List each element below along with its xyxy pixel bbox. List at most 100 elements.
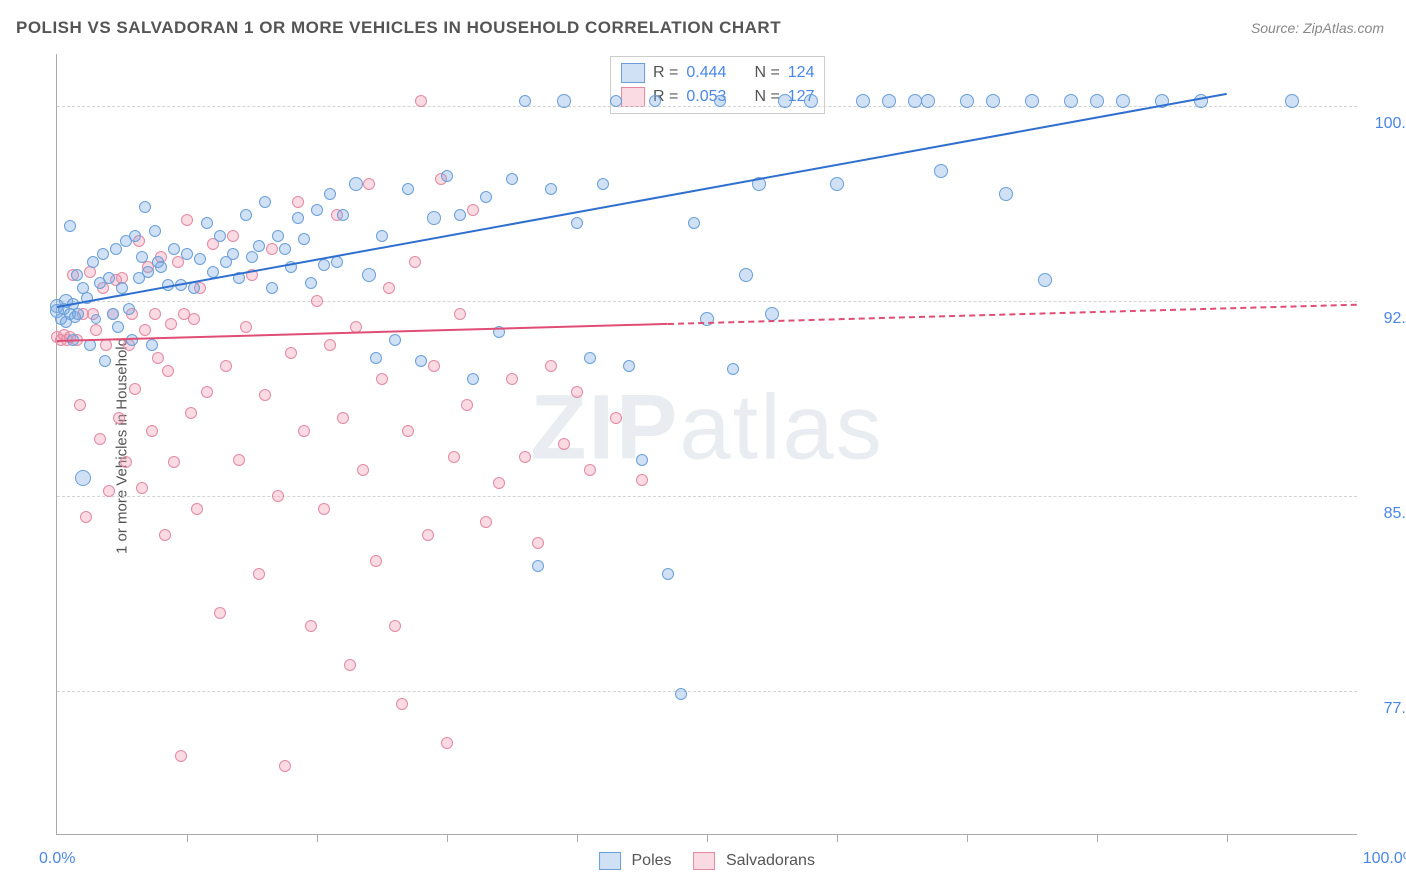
scatter-point bbox=[344, 659, 356, 671]
scatter-point bbox=[402, 425, 414, 437]
scatter-point bbox=[558, 438, 570, 450]
legend-n-label: N = bbox=[754, 64, 779, 82]
scatter-point bbox=[311, 204, 323, 216]
gridline bbox=[57, 691, 1357, 692]
legend-row-poles: R = 0.444 N = 124 bbox=[621, 61, 814, 85]
scatter-point bbox=[461, 399, 473, 411]
scatter-point bbox=[272, 230, 284, 242]
scatter-point bbox=[428, 360, 440, 372]
scatter-point bbox=[292, 212, 304, 224]
scatter-point bbox=[123, 303, 135, 315]
scatter-point bbox=[149, 308, 161, 320]
watermark-bold: ZIP bbox=[530, 377, 679, 479]
scatter-point bbox=[113, 412, 125, 424]
scatter-point bbox=[415, 355, 427, 367]
scatter-point bbox=[389, 620, 401, 632]
scatter-point bbox=[175, 750, 187, 762]
scatter-point bbox=[227, 230, 239, 242]
legend-n-value-poles: 124 bbox=[788, 64, 815, 82]
legend-swatch-poles bbox=[599, 852, 621, 870]
scatter-point bbox=[649, 95, 661, 107]
scatter-point bbox=[376, 373, 388, 385]
x-axis-min-label: 0.0% bbox=[39, 850, 75, 868]
legend-label-salvadorans: Salvadorans bbox=[726, 852, 815, 869]
scatter-point bbox=[64, 220, 76, 232]
scatter-point bbox=[305, 620, 317, 632]
scatter-point bbox=[324, 339, 336, 351]
chart-title: POLISH VS SALVADORAN 1 OR MORE VEHICLES … bbox=[16, 18, 781, 38]
scatter-point bbox=[240, 209, 252, 221]
scatter-point bbox=[519, 451, 531, 463]
scatter-point bbox=[376, 230, 388, 242]
gridline bbox=[57, 301, 1357, 302]
x-tick bbox=[577, 834, 578, 842]
scatter-point bbox=[337, 412, 349, 424]
scatter-point bbox=[99, 355, 111, 367]
scatter-point bbox=[227, 248, 239, 260]
scatter-point bbox=[519, 95, 531, 107]
scatter-point bbox=[506, 373, 518, 385]
scatter-point bbox=[636, 474, 648, 486]
scatter-point bbox=[571, 386, 583, 398]
scatter-point bbox=[415, 95, 427, 107]
scatter-point bbox=[74, 399, 86, 411]
scatter-point bbox=[253, 240, 265, 252]
scatter-point bbox=[116, 282, 128, 294]
plot-area: ZIPatlas R = 0.444 N = 124 R = 0.053 N =… bbox=[56, 54, 1357, 835]
scatter-point bbox=[467, 373, 479, 385]
scatter-point bbox=[240, 321, 252, 333]
scatter-point bbox=[103, 485, 115, 497]
scatter-point bbox=[272, 490, 284, 502]
scatter-point bbox=[882, 94, 896, 108]
scatter-point bbox=[441, 737, 453, 749]
scatter-point bbox=[259, 389, 271, 401]
scatter-point bbox=[675, 688, 687, 700]
scatter-point bbox=[324, 188, 336, 200]
scatter-point bbox=[337, 209, 349, 221]
source-name: ZipAtlas.com bbox=[1303, 20, 1384, 36]
scatter-point bbox=[396, 698, 408, 710]
scatter-point bbox=[597, 178, 609, 190]
scatter-point bbox=[480, 191, 492, 203]
scatter-point bbox=[960, 94, 974, 108]
scatter-point bbox=[545, 183, 557, 195]
legend-n-label: N = bbox=[754, 88, 779, 106]
scatter-point bbox=[191, 503, 203, 515]
scatter-point bbox=[409, 256, 421, 268]
scatter-point bbox=[370, 555, 382, 567]
legend-swatch-poles bbox=[621, 63, 645, 83]
scatter-point bbox=[739, 268, 753, 282]
scatter-point bbox=[1116, 94, 1130, 108]
scatter-point bbox=[383, 282, 395, 294]
chart-container: POLISH VS SALVADORAN 1 OR MORE VEHICLES … bbox=[0, 0, 1406, 892]
scatter-point bbox=[103, 272, 115, 284]
scatter-point bbox=[298, 233, 310, 245]
scatter-point bbox=[480, 516, 492, 528]
scatter-point bbox=[266, 282, 278, 294]
scatter-point bbox=[856, 94, 870, 108]
legend-item-poles: Poles bbox=[599, 852, 671, 870]
scatter-point bbox=[146, 339, 158, 351]
x-tick bbox=[707, 834, 708, 842]
scatter-point bbox=[623, 360, 635, 372]
scatter-point bbox=[427, 211, 441, 225]
y-tick-label: 85.0% bbox=[1369, 505, 1406, 523]
scatter-point bbox=[727, 363, 739, 375]
scatter-point bbox=[298, 425, 310, 437]
scatter-point bbox=[370, 352, 382, 364]
scatter-point bbox=[986, 94, 1000, 108]
scatter-point bbox=[129, 383, 141, 395]
scatter-point bbox=[610, 412, 622, 424]
scatter-point bbox=[999, 187, 1013, 201]
x-tick bbox=[187, 834, 188, 842]
scatter-point bbox=[91, 314, 101, 324]
scatter-point bbox=[185, 407, 197, 419]
watermark: ZIPatlas bbox=[530, 376, 883, 481]
scatter-point bbox=[100, 339, 112, 351]
scatter-point bbox=[279, 243, 291, 255]
x-tick bbox=[1227, 834, 1228, 842]
regression-line bbox=[57, 93, 1227, 308]
scatter-point bbox=[1285, 94, 1299, 108]
scatter-point bbox=[84, 266, 96, 278]
scatter-point bbox=[285, 347, 297, 359]
